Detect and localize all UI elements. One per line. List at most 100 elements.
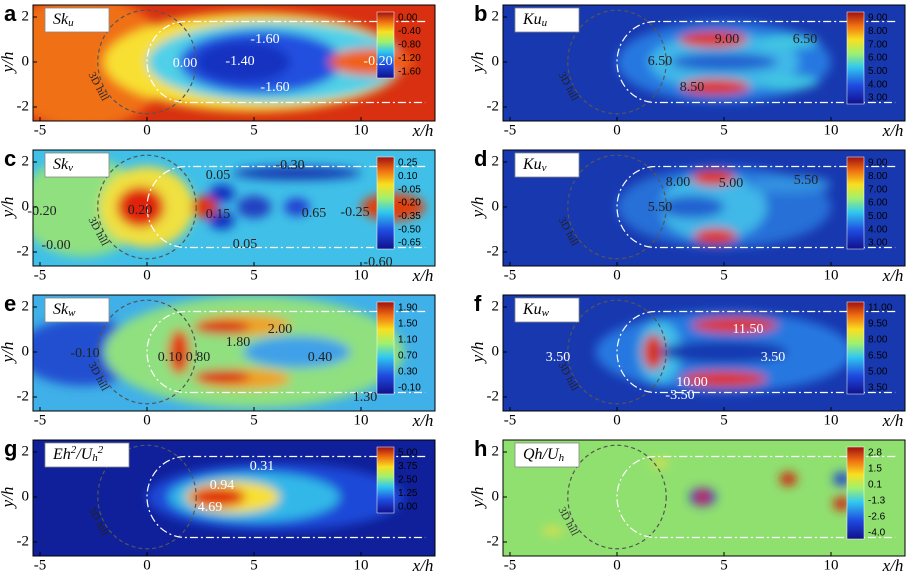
y-tick-label: -2 — [17, 243, 30, 259]
title-part: Eh — [52, 446, 71, 463]
contour-label: 0.40 — [308, 350, 333, 365]
title-part: Qh/U — [523, 446, 560, 463]
field-blob — [117, 186, 165, 228]
x-axis-label: x/h — [412, 411, 434, 430]
title-box — [44, 152, 110, 178]
contour-label: -0.20 — [27, 204, 56, 219]
contour-label: -3.50 — [665, 388, 694, 403]
title-box — [44, 442, 130, 468]
contour-label: 0.94 — [210, 478, 235, 493]
field-blob — [194, 320, 250, 334]
y-tick-label: -2 — [17, 533, 30, 549]
plot-frame — [32, 4, 436, 122]
y-axis-label: y/h — [0, 487, 17, 510]
x-axis-label: x/h — [882, 266, 904, 285]
field-blobs — [33, 295, 404, 409]
colorbar-label: 1.25 — [398, 488, 418, 499]
contour-label: 0.65 — [302, 206, 327, 221]
title-part: h — [559, 452, 565, 464]
field-blob — [191, 195, 218, 219]
x-tick-label: 0 — [143, 267, 151, 283]
y-tick-label: 2 — [492, 8, 500, 24]
x-axis-label: x/h — [882, 121, 904, 140]
x-tick-label: -5 — [504, 267, 517, 283]
title-box — [44, 7, 110, 33]
panel-letter: g — [4, 436, 17, 461]
colorbar-label: 0.00 — [398, 13, 418, 24]
plot-frame — [32, 294, 436, 412]
field-blob — [779, 472, 797, 486]
colorbar-label: 6.00 — [868, 53, 888, 64]
contour-field: 3D hill — [503, 150, 905, 266]
colorbar-label: -0.05 — [398, 184, 421, 195]
field-blob — [691, 317, 778, 333]
colorbar-label: 1.10 — [398, 335, 418, 346]
contour-label: 0.15 — [206, 207, 231, 222]
colorbar — [846, 301, 865, 395]
field-blob — [232, 166, 361, 180]
colorbar-label: 4.00 — [868, 79, 888, 90]
y-axis-label: y/h — [0, 342, 17, 365]
hill-outline — [97, 9, 197, 115]
colorbar-label: 8.00 — [868, 171, 888, 182]
colorbar — [376, 156, 395, 250]
x-tick-label: -5 — [504, 412, 517, 428]
x-tick-label: 0 — [143, 557, 151, 573]
x-tick-label: 10 — [354, 122, 369, 138]
contour-label: 11.50 — [733, 322, 764, 337]
colorbar-label: 0.70 — [398, 351, 418, 362]
panel-letter: f — [474, 291, 482, 316]
title-part: Ku — [522, 156, 542, 173]
y-tick-label: 2 — [492, 153, 500, 169]
colorbar-label: 1.5 — [868, 464, 882, 475]
colorbar-label: 5.00 — [398, 448, 418, 459]
colorbar-label: -1.3 — [868, 496, 886, 507]
colorbar-label: -0.50 — [398, 224, 421, 235]
colorbar-label: 3.00 — [868, 238, 888, 249]
field-blob — [694, 228, 737, 245]
panel-letter: e — [4, 291, 16, 316]
field-blob — [196, 41, 291, 83]
x-tick-label: 5 — [250, 557, 258, 573]
field-blobs — [147, 463, 404, 531]
title-part: v — [68, 162, 73, 174]
contour-label: -1.60 — [250, 32, 279, 47]
field-blob — [542, 527, 564, 535]
x-tick-label: 10 — [824, 122, 839, 138]
colorbar-label: -0.10 — [398, 383, 421, 394]
hill-outline — [567, 299, 667, 405]
x-tick-label: 10 — [824, 412, 839, 428]
y-tick-label: 2 — [22, 153, 30, 169]
y-tick-label: 0 — [492, 488, 500, 504]
title-part: Sk — [53, 156, 69, 173]
colorbar-label: 9.00 — [868, 158, 888, 169]
field-blob — [758, 35, 819, 49]
panel-title: Sku — [53, 11, 74, 30]
field-blobs — [617, 166, 831, 248]
contour-label: 0.00 — [173, 56, 198, 71]
colorbar-label: 9.50 — [868, 319, 888, 330]
colorbar-label: 0.10 — [398, 171, 418, 182]
field-blob — [209, 211, 235, 230]
contour-label: 8.00 — [666, 175, 691, 190]
y-tick-label: 0 — [22, 53, 30, 69]
x-axis-label: x/h — [882, 411, 904, 430]
field-blobs — [617, 21, 831, 103]
title-box — [514, 297, 580, 323]
colorbar-label: 0.30 — [398, 367, 418, 378]
field-blob — [833, 472, 851, 486]
contour-label: -0.20 — [363, 54, 392, 69]
y-tick-label: 2 — [492, 298, 500, 314]
colorbar-label: -0.35 — [398, 211, 421, 222]
x-tick-label: -5 — [34, 412, 47, 428]
y-tick-label: -2 — [17, 388, 30, 404]
title-part: Ku — [522, 301, 542, 318]
field-blob — [189, 486, 246, 508]
field-blobs — [33, 157, 426, 257]
title-part: w — [542, 307, 550, 319]
contour-label: 3.50 — [546, 350, 571, 365]
colorbar-label: -1.20 — [398, 53, 421, 64]
y-axis-label: y/h — [468, 487, 487, 510]
